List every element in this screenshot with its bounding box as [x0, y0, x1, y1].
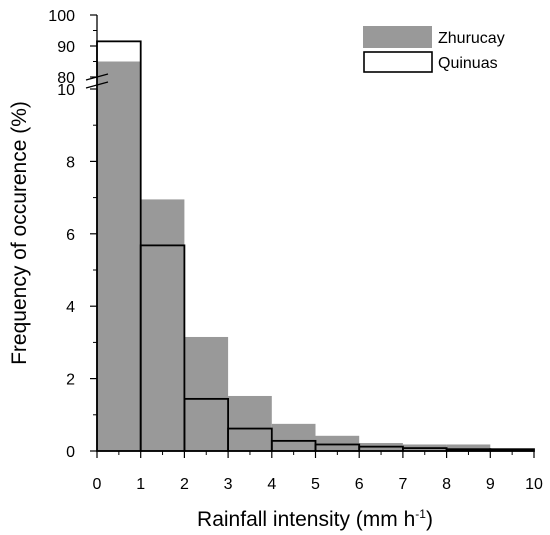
- x-tick-label: 5: [311, 476, 320, 493]
- x-axis-title: Rainfall intensity (mm h-1): [197, 507, 433, 531]
- x-tick-label: 2: [180, 476, 189, 493]
- y-tick-label: 80: [57, 70, 75, 87]
- legend-swatch-quinuas: [363, 51, 433, 73]
- y-axis-title: Frequency of occurence (%): [8, 101, 31, 365]
- x-tick-label: 3: [224, 476, 233, 493]
- zhurucay-bar: [315, 435, 360, 451]
- legend: Zhurucay Quinuas: [363, 26, 505, 73]
- legend-label-zhurucay: Zhurucay: [438, 30, 505, 47]
- zhurucay-bar: [97, 61, 141, 451]
- zhurucay-bar: [140, 199, 185, 451]
- zhurucay-bar: [271, 423, 316, 451]
- x-tick-label: 1: [136, 476, 145, 493]
- x-tick-label: 0: [93, 476, 102, 493]
- zhurucay-bar: [184, 336, 229, 451]
- y-tick-label: 10: [57, 82, 75, 99]
- x-tick-label: 9: [486, 476, 495, 493]
- zhurucay-bar: [228, 395, 272, 451]
- y-tick-label: 4: [66, 299, 75, 316]
- y-tick-label: 6: [66, 227, 75, 244]
- x-tick-label: 10: [525, 476, 543, 493]
- y-tick-label: 90: [57, 39, 75, 56]
- y-tick-label: 0: [66, 444, 75, 461]
- zhurucay-bar: [446, 444, 491, 451]
- legend-swatch-zhurucay: [363, 26, 432, 48]
- x-tick-label: 7: [398, 476, 407, 493]
- y-tick-label: 8: [66, 154, 75, 171]
- x-tick-label: 4: [267, 476, 276, 493]
- legend-label-quinuas: Quinuas: [438, 55, 498, 72]
- x-tick-label: 8: [442, 476, 451, 493]
- y-tick-label: 2: [66, 372, 75, 389]
- zhurucay-bars: [97, 61, 534, 451]
- x-ticks: 0 1 2 3 4 5 6 7 8 9 10: [93, 451, 543, 493]
- y-tick-label: 100: [48, 8, 75, 25]
- zhurucay-bar: [490, 449, 534, 451]
- x-tick-label: 6: [355, 476, 364, 493]
